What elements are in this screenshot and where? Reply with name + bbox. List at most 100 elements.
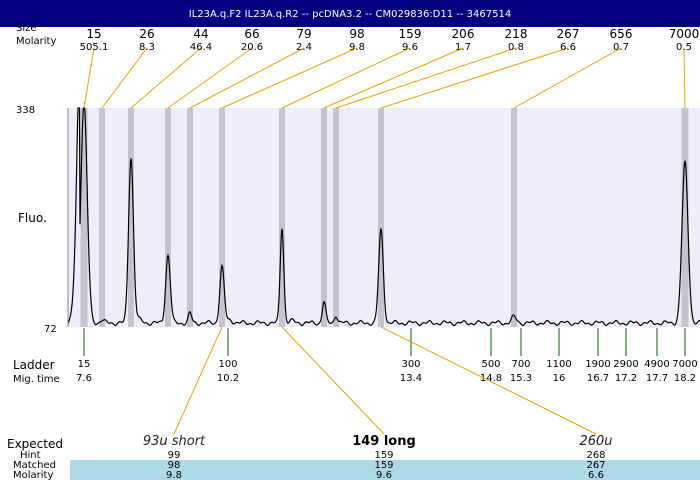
ladder-size: 7000 bbox=[672, 359, 697, 370]
ladder-size: 100 bbox=[218, 359, 237, 370]
top-peak-size: 7000 bbox=[669, 27, 700, 41]
matched-label: Matched bbox=[13, 460, 56, 471]
ladder-time: 17.7 bbox=[646, 373, 668, 384]
expected-connector bbox=[173, 326, 223, 435]
top-peak-molarity: 6.6 bbox=[560, 42, 576, 53]
ladder-time: 17.2 bbox=[615, 373, 637, 384]
top-peak-molarity: 9.8 bbox=[349, 42, 365, 53]
peak-band bbox=[128, 108, 134, 327]
expected-hint: 268 bbox=[586, 450, 605, 461]
top-peak-molarity: 505.1 bbox=[80, 42, 109, 53]
y-max-tick: 338 bbox=[16, 105, 35, 116]
ladder-time: 13.4 bbox=[400, 373, 422, 384]
expected-connectors bbox=[173, 326, 597, 435]
top-peak-size: 98 bbox=[349, 27, 364, 41]
expected-label: Expected bbox=[7, 437, 63, 451]
ladder-size: 1100 bbox=[546, 359, 571, 370]
top-peak-size: 267 bbox=[557, 27, 580, 41]
top-peak-molarity: 46.4 bbox=[190, 42, 212, 53]
expected-molarity: 6.6 bbox=[588, 470, 604, 480]
expected-connector bbox=[380, 326, 597, 435]
ladder-markers: 15 7.6 100 10.2 300 13.4 500 14.8 700 15.3 1100 16 1… bbox=[76, 328, 698, 384]
expected-fragment-label: 260u bbox=[579, 434, 612, 449]
fluo-label: Fluo. bbox=[18, 211, 47, 225]
peak-band bbox=[80, 108, 88, 327]
top-peak-molarity: 1.7 bbox=[455, 42, 471, 53]
top-peak-size: 15 bbox=[86, 27, 101, 41]
peak-band bbox=[99, 108, 105, 327]
ladder-time: 15.3 bbox=[510, 373, 532, 384]
header-title: IL23A.q.F2 IL23A.q.R2 -- pcDNA3.2 -- CM0… bbox=[189, 9, 511, 20]
top-peak-connector bbox=[335, 47, 517, 109]
ladder-size: 15 bbox=[78, 359, 91, 370]
top-peak-size: 159 bbox=[399, 27, 422, 41]
ladder-time: 16.7 bbox=[587, 373, 609, 384]
molarity-bottom-label: Molarity bbox=[13, 470, 53, 480]
top-peak-size: 206 bbox=[452, 27, 475, 41]
top-peak-size: 66 bbox=[244, 27, 259, 41]
expected-matched: 98 bbox=[168, 460, 181, 471]
expected-fragment-label: 149 long bbox=[352, 434, 416, 449]
ladder-time: 7.6 bbox=[76, 373, 92, 384]
peak-band bbox=[279, 108, 285, 327]
header-bar bbox=[0, 0, 700, 27]
expected-molarity: 9.8 bbox=[166, 470, 182, 480]
peak-band bbox=[378, 108, 384, 327]
peak-band bbox=[187, 108, 193, 327]
molarity-row-label: Molarity bbox=[16, 36, 56, 47]
top-peak-size: 44 bbox=[193, 27, 208, 41]
peak-band bbox=[511, 108, 517, 327]
top-peak-molarity: 2.4 bbox=[296, 42, 312, 53]
fluorescence-trace bbox=[67, 107, 700, 327]
top-peak-size: 218 bbox=[505, 27, 528, 41]
top-peak-connector bbox=[323, 47, 464, 109]
expected-matched: 267 bbox=[586, 460, 605, 471]
ladder-time: 14.8 bbox=[480, 373, 502, 384]
ladder-label: Ladder bbox=[13, 358, 55, 372]
top-peak-connector bbox=[167, 47, 253, 109]
peak-band bbox=[165, 108, 171, 327]
ladder-size: 2900 bbox=[613, 359, 638, 370]
ladder-time: 16 bbox=[553, 373, 566, 384]
top-peak-size: 79 bbox=[296, 27, 311, 41]
top-peak-molarity: 0.8 bbox=[508, 42, 524, 53]
top-peak-molarity: 8.3 bbox=[139, 42, 155, 53]
top-peak-connector bbox=[221, 47, 358, 109]
ladder-time: 10.2 bbox=[217, 373, 239, 384]
mig-time-label: Mig. time bbox=[13, 374, 60, 385]
top-peak-connector bbox=[83, 47, 95, 109]
expected-connector bbox=[281, 326, 385, 435]
expected-molarity: 9.6 bbox=[376, 470, 392, 480]
top-peak-connector bbox=[683, 47, 686, 109]
ladder-size: 1900 bbox=[585, 359, 610, 370]
y-min-tick: 72 bbox=[44, 324, 57, 335]
size-row-label: Size bbox=[16, 23, 37, 34]
ladder-size: 500 bbox=[481, 359, 500, 370]
top-peak-molarity: 0.7 bbox=[613, 42, 629, 53]
top-peak-connector bbox=[380, 47, 569, 109]
top-peak-connector bbox=[101, 47, 148, 109]
top-peak-connectors bbox=[83, 47, 686, 109]
top-peak-connector bbox=[189, 47, 305, 109]
peak-band bbox=[321, 108, 327, 327]
peak-band bbox=[333, 108, 339, 327]
top-peak-size: 656 bbox=[610, 27, 633, 41]
ladder-size: 300 bbox=[401, 359, 420, 370]
expected-fragment-label: 93u short bbox=[143, 434, 206, 449]
ladder-size: 700 bbox=[511, 359, 530, 370]
hint-label: Hint bbox=[20, 450, 41, 461]
peak-band bbox=[681, 108, 689, 327]
top-peak-connector bbox=[513, 47, 622, 109]
top-peak-size: 26 bbox=[139, 27, 154, 41]
top-peak-molarity: 9.6 bbox=[402, 42, 418, 53]
expected-hint: 99 bbox=[168, 450, 181, 461]
top-peak-connector bbox=[281, 47, 411, 109]
expected-matched: 159 bbox=[374, 460, 393, 471]
matched-table-band bbox=[70, 460, 700, 480]
top-peak-molarity: 20.6 bbox=[241, 42, 263, 53]
top-peak-connector bbox=[130, 47, 202, 109]
peak-bands bbox=[80, 108, 689, 327]
peak-band bbox=[219, 108, 225, 327]
